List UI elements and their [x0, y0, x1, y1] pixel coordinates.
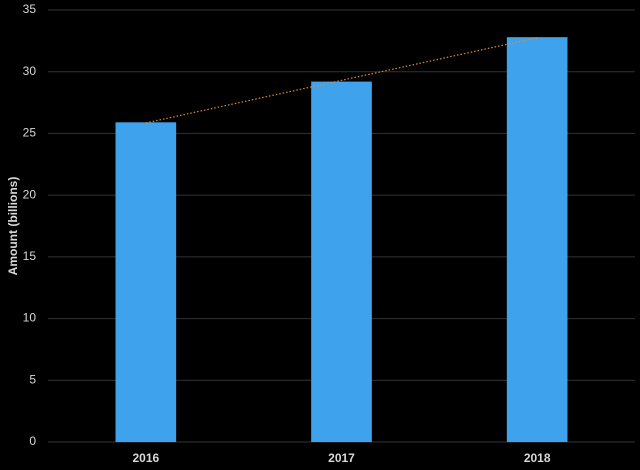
y-tick-label: 15: [23, 249, 37, 263]
bar: [506, 37, 568, 442]
y-tick-label: 10: [23, 311, 37, 325]
y-axis-label: Amount (billions): [6, 177, 20, 276]
x-tick-label: 2016: [132, 451, 159, 465]
y-tick-label: 20: [23, 187, 37, 201]
y-tick-label: 0: [29, 434, 36, 448]
bar: [115, 122, 177, 442]
y-tick-label: 30: [23, 64, 37, 78]
y-tick-label: 35: [23, 2, 37, 16]
x-tick-label: 2018: [524, 451, 551, 465]
x-tick-label: 2017: [328, 451, 355, 465]
y-tick-label: 5: [29, 372, 36, 386]
trendline: [145, 37, 538, 124]
bar: [311, 81, 372, 443]
y-tick-label: 25: [23, 126, 37, 140]
